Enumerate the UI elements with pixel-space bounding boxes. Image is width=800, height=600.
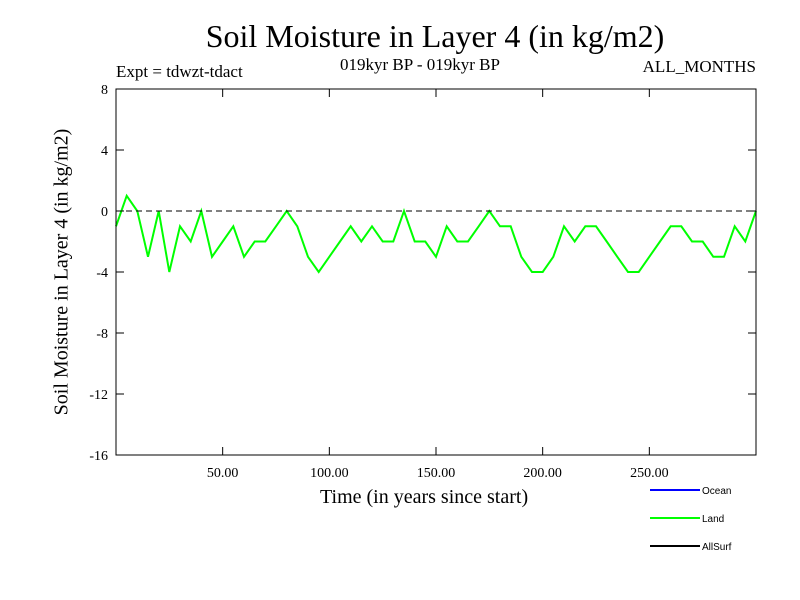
x-tick-label: 50.00	[207, 466, 239, 481]
y-tick-label: 8	[101, 83, 108, 98]
y-tick-label: -8	[96, 327, 108, 342]
months-label: ALL_MONTHS	[642, 57, 756, 76]
x-tick-label: 100.00	[310, 466, 349, 481]
x-tick-label: 250.00	[630, 466, 669, 481]
plot-frame	[115, 88, 757, 456]
series-line-land	[115, 193, 757, 274]
y-tick-label: -12	[89, 388, 108, 403]
period-label: 019kyr BP - 019kyr BP	[340, 55, 500, 74]
series-layer	[115, 193, 757, 274]
ticks-layer: 8 4 0 -4 -8 -12 -16 50.00 100.00 150.00 200.00 250.…	[89, 83, 756, 481]
legend-label-land: Land	[702, 514, 724, 525]
x-tick-label: 150.00	[417, 466, 456, 481]
chart-title: Soil Moisture in Layer 4 (in kg/m2)	[205, 18, 665, 54]
x-axis-label: Time (in years since start)	[320, 486, 529, 508]
experiment-label: Expt = tdwzt-tdact	[116, 62, 243, 81]
legend-label-allsurf: AllSurf	[702, 542, 732, 553]
y-tick-label: -16	[89, 449, 108, 464]
x-tick-label: 200.00	[523, 466, 562, 481]
legend-label-ocean: Ocean	[702, 486, 731, 497]
y-tick-label: 0	[101, 205, 108, 220]
y-tick-label: -4	[96, 266, 108, 281]
legend: Ocean Land AllSurf	[650, 486, 732, 553]
y-tick-label: 4	[101, 144, 108, 159]
